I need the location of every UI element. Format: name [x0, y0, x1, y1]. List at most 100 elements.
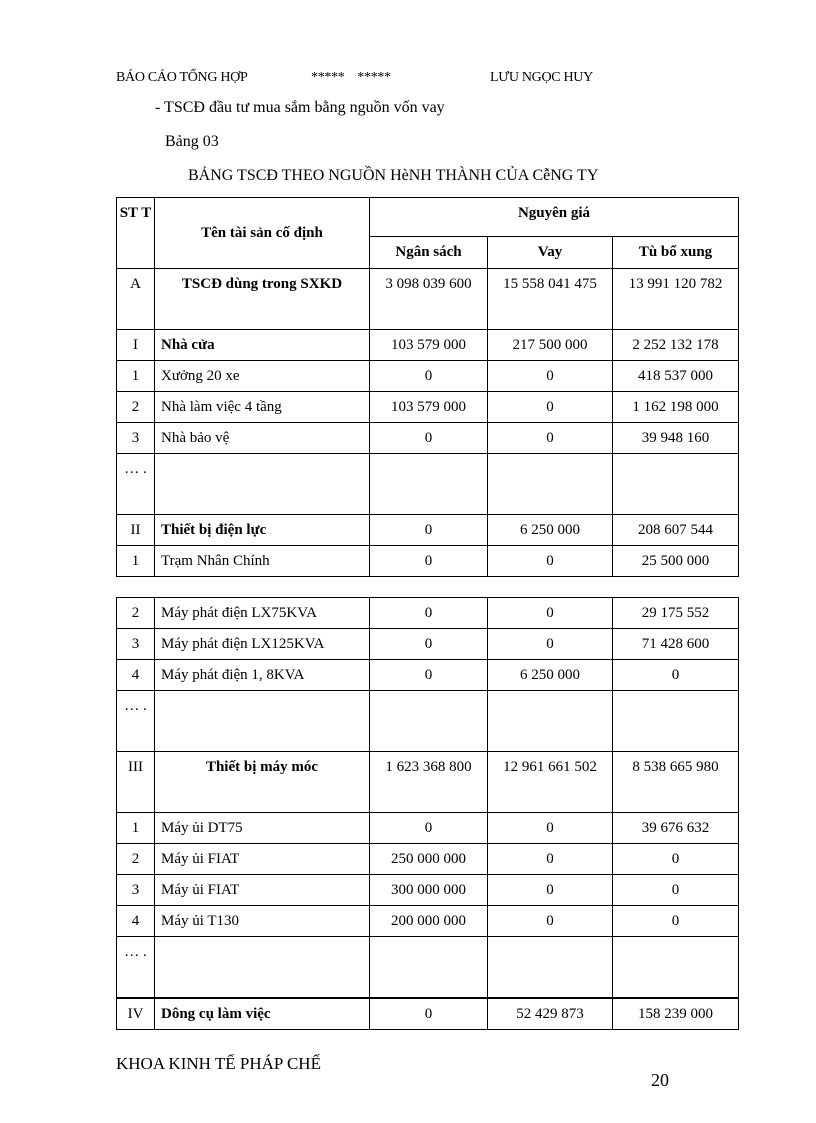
asset-name-cell	[154, 936, 370, 998]
ngan-sach-cell: 0	[369, 628, 488, 660]
stt-cell: I	[116, 329, 155, 361]
table-row: II Thiết bị điện lực 0 6 250 000 208 607 544	[116, 514, 739, 546]
table-row: 2 Máy phát điện LX75KVA 0 0 29 175 552	[116, 597, 739, 629]
ngan-sach-cell: 300 000 000	[369, 874, 488, 906]
vay-cell	[487, 453, 613, 515]
asset-name-cell	[154, 690, 370, 752]
stt-cell: III	[116, 751, 155, 813]
ngan-sach-cell: 0	[369, 422, 488, 454]
header-left: BÁO CÁO TỔNG HỢP	[116, 70, 248, 85]
asset-name-cell: Dông cụ làm việc	[154, 996, 370, 1030]
tu-bo-xung-cell: 0	[612, 905, 739, 937]
ngan-sach-cell: 103 579 000	[369, 391, 488, 423]
table-row: 3 Nhà bảo vệ 0 0 39 948 160	[116, 422, 739, 454]
vay-cell: 0	[487, 597, 613, 629]
vay-cell: 6 250 000	[487, 514, 613, 546]
asset-name-cell: Nhà làm việc 4 tầng	[154, 391, 370, 423]
ngan-sach-cell: 0	[369, 996, 488, 1030]
ngan-sach-cell: 0	[369, 597, 488, 629]
vay-cell: 52 429 873	[487, 996, 613, 1030]
intro-text: - TSCĐ đầu tư mua sắm bằng nguồn vốn vay	[155, 99, 445, 116]
ngan-sach-cell: 3 098 039 600	[369, 268, 488, 330]
asset-name-cell: Máy phát điện LX125KVA	[154, 628, 370, 660]
vay-cell: 0	[487, 874, 613, 906]
asset-name-cell: TSCĐ dùng trong SXKD	[154, 268, 370, 330]
asset-name-cell	[154, 453, 370, 515]
tu-bo-xung-cell: 29 175 552	[612, 597, 739, 629]
stt-cell: … .	[116, 936, 155, 998]
vay-cell: 0	[487, 905, 613, 937]
stt-cell: 3	[116, 422, 155, 454]
tu-bo-xung-cell: 0	[612, 874, 739, 906]
stt-cell: II	[116, 514, 155, 546]
vay-cell: 0	[487, 545, 613, 577]
header-stt: ST T	[116, 197, 155, 269]
table-row: 3 Máy phát điện LX125KVA 0 0 71 428 600	[116, 628, 739, 660]
stt-cell: 1	[116, 545, 155, 577]
asset-name-cell: Xưởng 20 xe	[154, 360, 370, 392]
table-row: III Thiết bị máy móc 1 623 368 800 12 961 6…	[116, 751, 739, 813]
stt-cell: A	[116, 268, 155, 330]
tu-bo-xung-cell: 25 500 000	[612, 545, 739, 577]
asset-name-cell: Nhà bảo vệ	[154, 422, 370, 454]
table-title: BẢNG TSCĐ THEO NGUỒN HèNH THÀNH CỦA CễNG…	[188, 167, 599, 184]
table-label: Bảng 03	[165, 133, 219, 150]
vay-cell: 0	[487, 628, 613, 660]
stt-cell: 4	[116, 905, 155, 937]
vay-cell: 0	[487, 360, 613, 392]
tu-bo-xung-cell	[612, 453, 739, 515]
tu-bo-xung-cell: 39 948 160	[612, 422, 739, 454]
table-row: 1 Máy ủi DT75 0 0 39 676 632	[116, 812, 739, 844]
tu-bo-xung-cell: 158 239 000	[612, 996, 739, 1030]
tu-bo-xung-cell: 39 676 632	[612, 812, 739, 844]
header-tu-bo-xung: Tù bổ xung	[612, 236, 739, 269]
table-row: I Nhà cửa 103 579 000 217 500 000 2 252 132 …	[116, 329, 739, 361]
ngan-sach-cell: 200 000 000	[369, 905, 488, 937]
asset-name-cell: Thiết bị máy móc	[154, 751, 370, 813]
tu-bo-xung-cell: 0	[612, 843, 739, 875]
header-vay: Vay	[487, 236, 613, 269]
header-right: LƯU NGỌC HUY	[490, 70, 593, 85]
ngan-sach-cell: 0	[369, 812, 488, 844]
ngan-sach-cell: 1 623 368 800	[369, 751, 488, 813]
table-row: … .	[116, 690, 739, 752]
tu-bo-xung-cell	[612, 690, 739, 752]
ngan-sach-cell: 0	[369, 659, 488, 691]
asset-name-cell: Trạm Nhân Chính	[154, 545, 370, 577]
asset-name-cell: Thiết bị điện lực	[154, 514, 370, 546]
header-ngan-sach: Ngân sách	[369, 236, 488, 269]
ngan-sach-cell: 0	[369, 360, 488, 392]
asset-name-cell: Máy ủi FIAT	[154, 843, 370, 875]
vay-cell	[487, 690, 613, 752]
table-row: 1 Xưởng 20 xe 0 0 418 537 000	[116, 360, 739, 392]
vay-cell: 217 500 000	[487, 329, 613, 361]
stt-cell: 1	[116, 360, 155, 392]
header-asset-name: Tên tài sản cố định	[154, 197, 370, 269]
ngan-sach-cell: 0	[369, 514, 488, 546]
tu-bo-xung-cell: 1 162 198 000	[612, 391, 739, 423]
ngan-sach-cell: 250 000 000	[369, 843, 488, 875]
table-row: A TSCĐ dùng trong SXKD 3 098 039 600 15 558…	[116, 268, 739, 330]
asset-name-cell: Máy phát điện LX75KVA	[154, 597, 370, 629]
ngan-sach-cell: 0	[369, 545, 488, 577]
table-row: 2 Máy ủi FIAT 250 000 000 0 0	[116, 843, 739, 875]
footer-department: KHOA KINH TẾ PHÁP CHẾ	[116, 1054, 321, 1073]
header-middle: ***** *****	[311, 70, 391, 85]
stt-cell: IV	[116, 996, 155, 1030]
table-row: 3 Máy ủi FIAT 300 000 000 0 0	[116, 874, 739, 906]
tu-bo-xung-cell: 2 252 132 178	[612, 329, 739, 361]
tu-bo-xung-cell: 418 537 000	[612, 360, 739, 392]
table-row: 1 Trạm Nhân Chính 0 0 25 500 000	[116, 545, 739, 577]
asset-name-cell: Máy ủi T130	[154, 905, 370, 937]
tu-bo-xung-cell: 8 538 665 980	[612, 751, 739, 813]
tu-bo-xung-cell: 13 991 120 782	[612, 268, 739, 330]
stt-cell: 2	[116, 597, 155, 629]
vay-cell: 15 558 041 475	[487, 268, 613, 330]
vay-cell: 0	[487, 391, 613, 423]
table-row: 4 Máy phát điện 1, 8KVA 0 6 250 000 0	[116, 659, 739, 691]
stt-cell: 3	[116, 628, 155, 660]
table-row: IV Dông cụ làm việc 0 52 429 873 158 239 000	[116, 996, 739, 1030]
asset-name-cell: Máy ủi FIAT	[154, 874, 370, 906]
vay-cell: 6 250 000	[487, 659, 613, 691]
